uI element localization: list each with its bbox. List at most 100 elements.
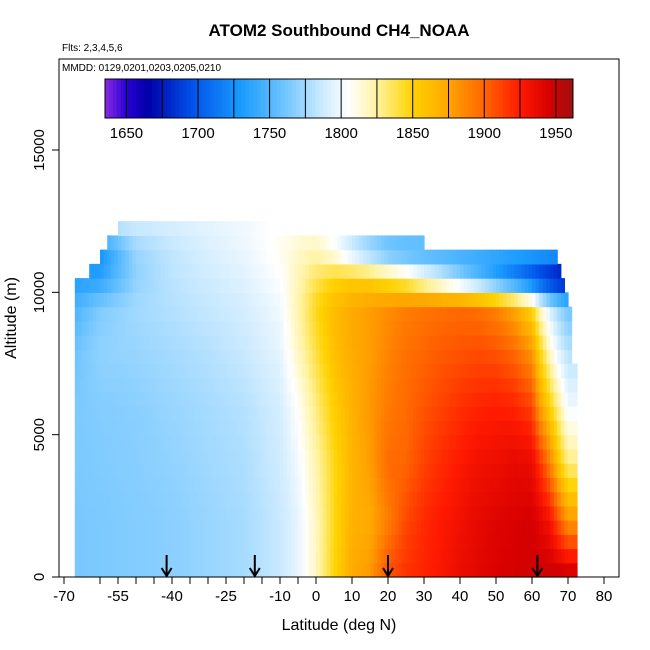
heatmap-cell [312,420,317,436]
heatmap-cell [326,263,331,279]
heatmap-cell [157,477,162,493]
heatmap-cell [190,463,195,478]
heatmap-cell [132,292,137,308]
heatmap-cell [384,249,389,265]
heatmap-cell [222,335,227,350]
heatmap-cell [442,335,447,350]
heatmap-cell [179,434,184,450]
heatmap-cell [186,562,191,578]
heatmap-cell [366,306,371,322]
heatmap-cell [524,505,529,521]
heatmap-cell [103,505,108,521]
heatmap-cell [200,235,205,251]
heatmap-cell [276,562,281,578]
heatmap-cell [254,406,259,422]
heatmap-cell [215,221,220,236]
heatmap-cell [298,306,303,322]
heatmap-cell [434,434,439,450]
heatmap-cell [132,263,137,279]
heatmap-cell [560,306,565,322]
heatmap-cell [341,463,346,478]
heatmap-cell [323,391,328,407]
heatmap-cell [438,534,443,550]
heatmap-cell [254,278,259,293]
heatmap-cell [485,420,490,436]
heatmap-cell [316,562,321,578]
heatmap-cell [175,434,180,450]
heatmap-cell [139,320,144,336]
heatmap-cell [128,263,133,279]
heatmap-cell [204,448,209,464]
heatmap-cell [85,292,90,308]
heatmap-cell [92,306,97,322]
heatmap-cell [524,349,529,365]
heatmap-cell [553,406,558,422]
heatmap-cell [92,263,97,279]
heatmap-cell [143,448,148,464]
heatmap-cell [532,548,537,564]
heatmap-cell [182,448,187,464]
heatmap-cell [222,320,227,336]
heatmap-cell [89,349,94,365]
heatmap-cell [344,263,349,279]
heatmap-cell [510,505,515,521]
heatmap-cell [348,363,353,379]
heatmap-cell [265,391,270,407]
heatmap-cell [352,520,357,535]
heatmap-cell [136,292,141,308]
heatmap-cell [226,320,231,336]
heatmap-cell [470,463,475,478]
heatmap-cell [164,377,169,393]
heatmap-cell [179,534,184,550]
heatmap-cell [413,278,418,293]
heatmap-cell [182,434,187,450]
heatmap-cell [395,434,400,450]
heatmap-cell [355,349,360,365]
heatmap-cell [438,463,443,478]
heatmap-cell [114,391,119,407]
heatmap-cell [334,391,339,407]
heatmap-cell [499,434,504,450]
heatmap-cell [409,420,414,436]
heatmap-cell [280,335,285,350]
heatmap-cell [251,249,256,265]
heatmap-cell [402,335,407,350]
heatmap-cell [496,448,501,464]
heatmap-cell [334,420,339,436]
heatmap-cell [377,278,382,293]
heatmap-cell [305,292,310,308]
heatmap-cell [110,520,115,535]
heatmap-cell [380,335,385,350]
heatmap-cell [352,363,357,379]
heatmap-cell [521,548,526,564]
heatmap-cell [348,320,353,336]
heatmap-cell [416,306,421,322]
heatmap-cell [125,363,130,379]
heatmap-cell [222,391,227,407]
heatmap-cell [128,548,133,564]
heatmap-cell [103,292,108,308]
heatmap-cell [193,505,198,521]
heatmap-cell [560,534,565,550]
heatmap-cell [287,363,292,379]
heatmap-cell [427,363,432,379]
heatmap-cell [186,391,191,407]
heatmap-cell [172,520,177,535]
heatmap-cell [215,406,220,422]
heatmap-cell [294,377,299,393]
heatmap-cell [154,235,159,251]
heatmap-cell [409,306,414,322]
heatmap-cell [132,463,137,478]
heatmap-cell [204,249,209,265]
heatmap-cell [125,520,130,535]
heatmap-cell [283,363,288,379]
heatmap-cell [553,505,558,521]
heatmap-cell [470,520,475,535]
heatmap-cell [373,463,378,478]
heatmap-cell [384,391,389,407]
heatmap-cell [341,434,346,450]
heatmap-cell [103,306,108,322]
heatmap-cell [132,491,137,507]
heatmap-cell [226,505,231,521]
heatmap-cell [204,306,209,322]
